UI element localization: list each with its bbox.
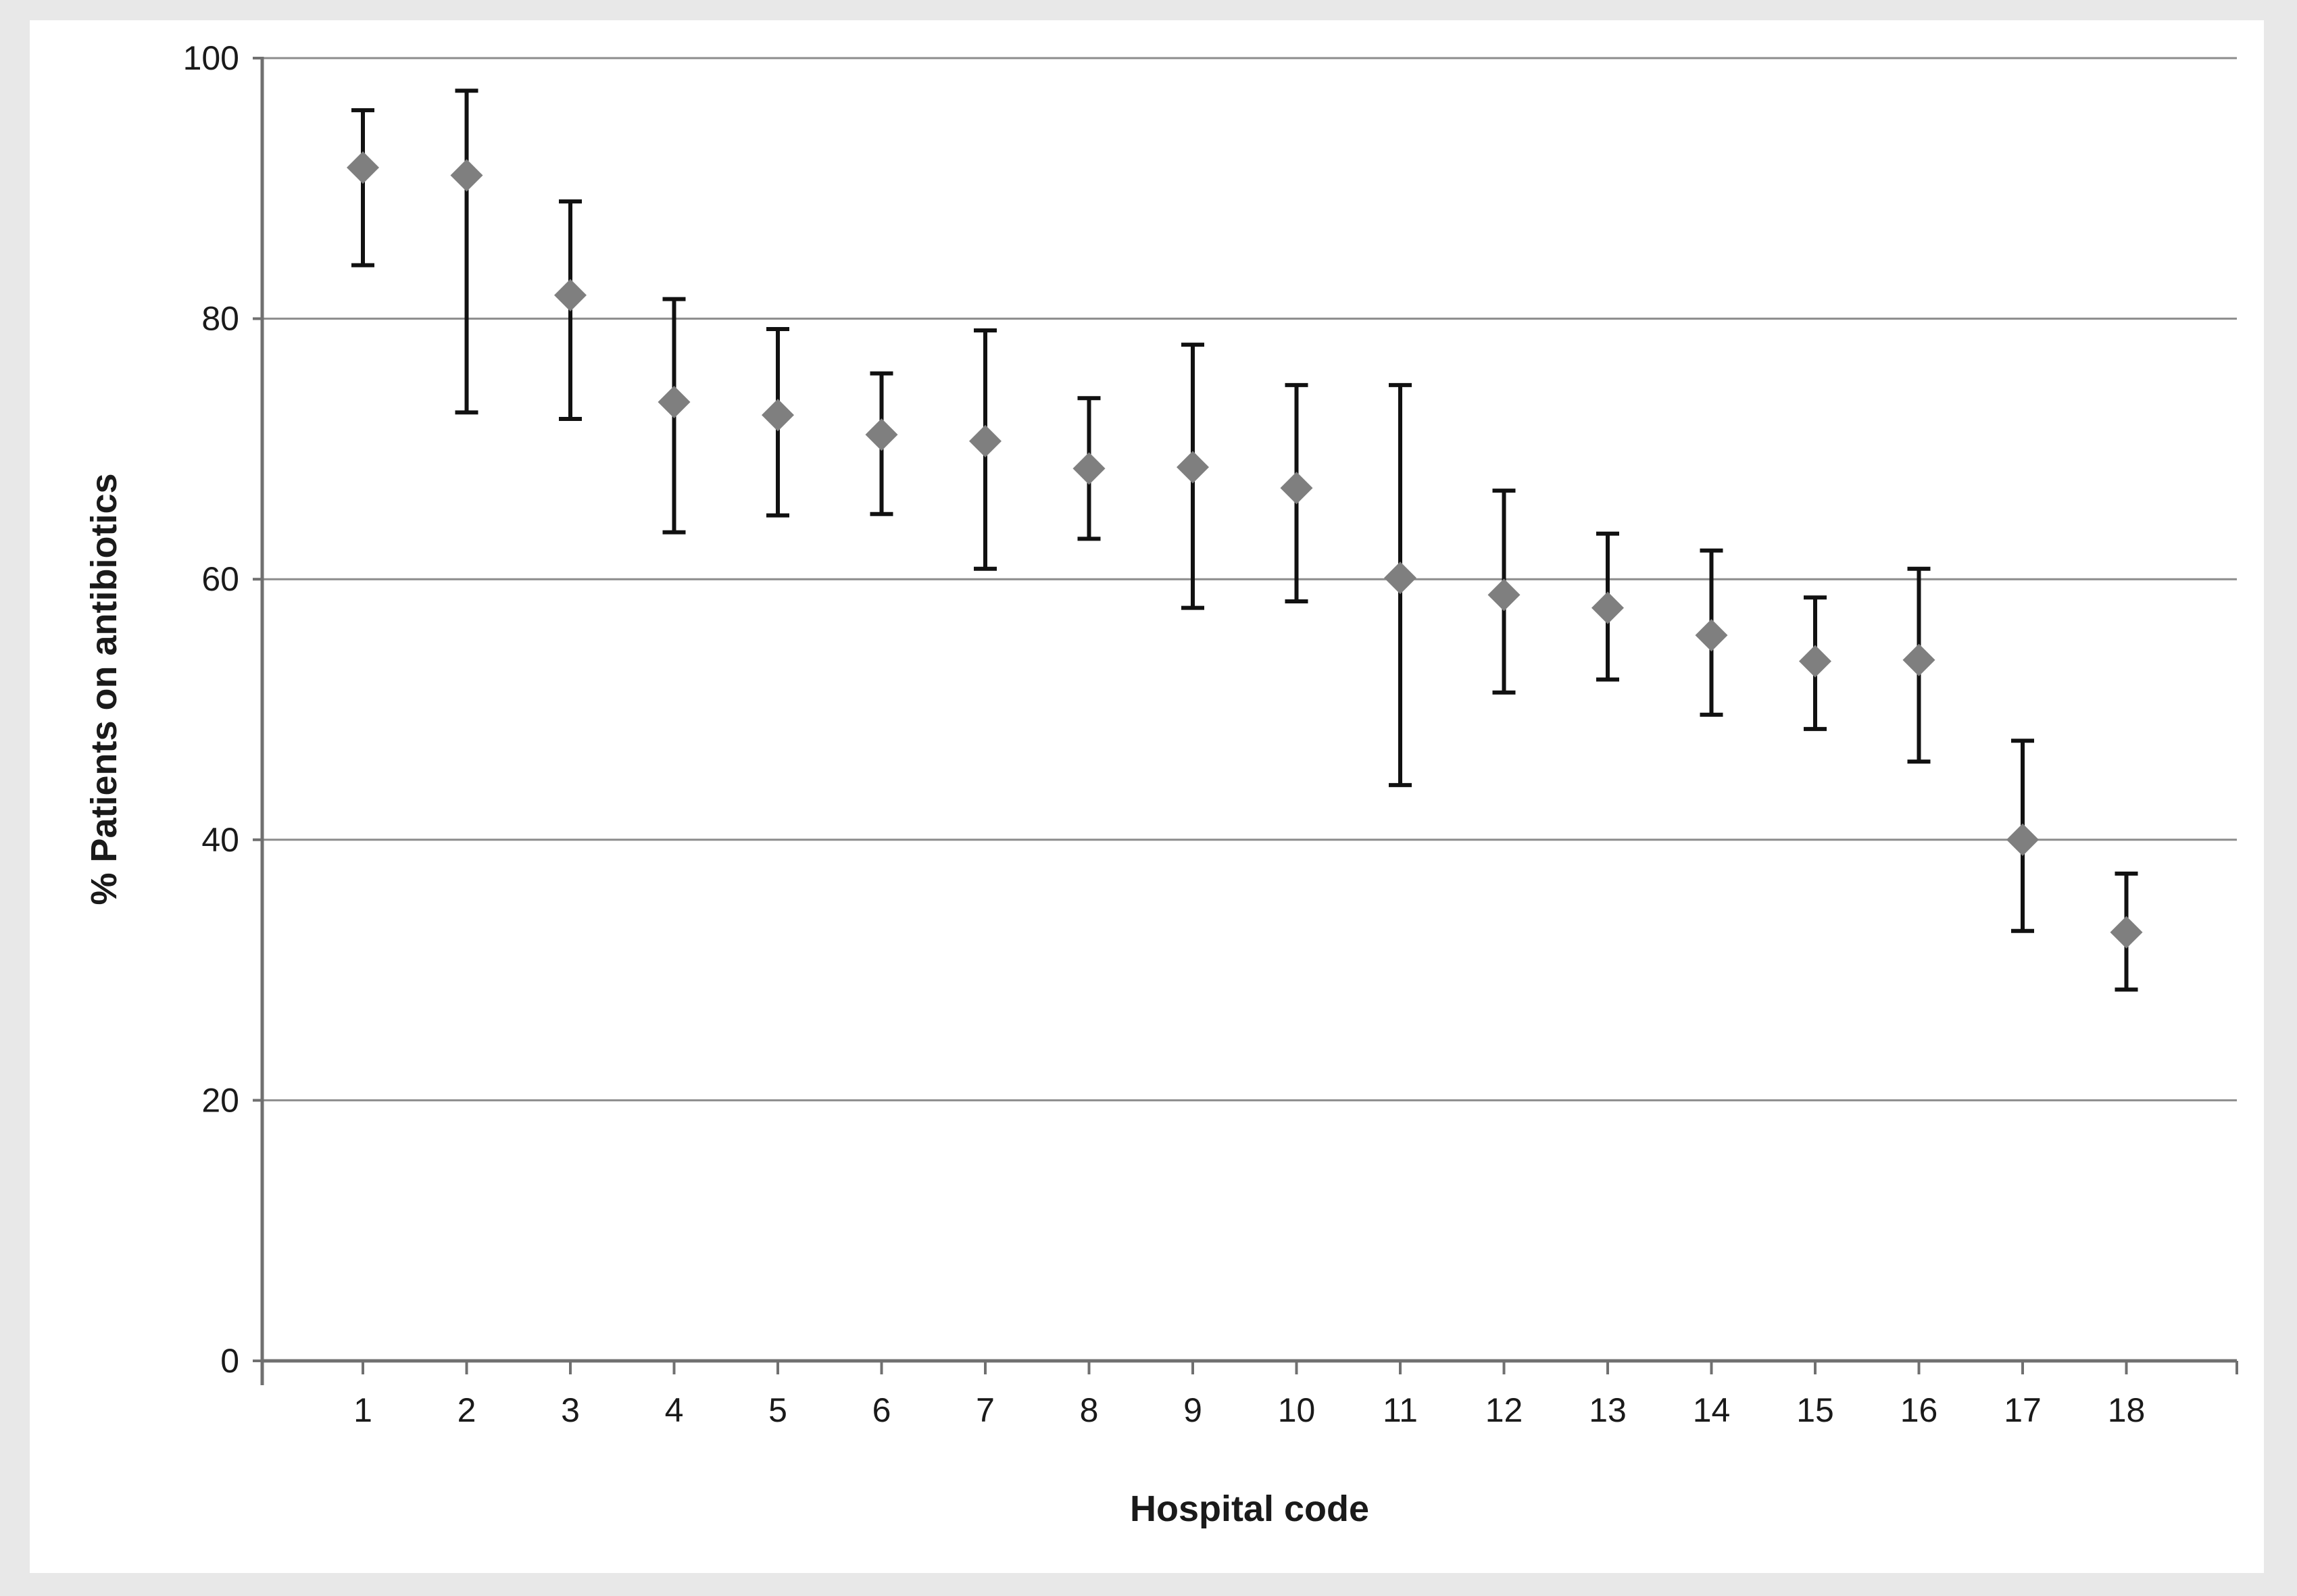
data-point-hospital-18 [2110, 916, 2143, 949]
x-tick-label-12: 12 [1485, 1391, 1523, 1429]
data-point-hospital-15 [1799, 645, 1831, 678]
x-tick-label-9: 9 [1183, 1391, 1202, 1429]
data-point-hospital-17 [2006, 823, 2039, 856]
error-bar-hospital-2 [455, 89, 478, 415]
x-tick-label-7: 7 [976, 1391, 995, 1429]
x-tick-label-17: 17 [2004, 1391, 2042, 1429]
x-tick-label-2: 2 [458, 1391, 476, 1429]
data-point-hospital-2 [450, 159, 483, 192]
data-point-hospital-14 [1695, 619, 1728, 652]
gridlines [262, 57, 2237, 1101]
data-point-hospital-7 [969, 424, 1002, 457]
error-bar-hospital-1 [351, 108, 374, 268]
x-tick-label-4: 4 [665, 1391, 684, 1429]
x-tick-labels: 1 2 3 4 5 6 7 8 9 10 11 12 13 14 15 16 17 18 [353, 1361, 2238, 1429]
y-tick-label-0: 0 [220, 1342, 239, 1380]
y-tick-label-100: 100 [183, 39, 239, 77]
x-axis-title: Hospital code [1130, 1489, 1369, 1529]
x-tick-label-16: 16 [1900, 1391, 1938, 1429]
y-tick-label-20: 20 [201, 1081, 239, 1119]
data-point-hospital-12 [1487, 578, 1521, 612]
y-tick-label-60: 60 [201, 560, 239, 598]
x-tick-label-1: 1 [353, 1391, 372, 1429]
axes [260, 57, 2237, 1385]
x-tick-label-15: 15 [1796, 1391, 1834, 1429]
x-tick-label-11: 11 [1383, 1391, 1418, 1429]
y-tick-label-40: 40 [201, 821, 239, 859]
x-tick-label-6: 6 [872, 1391, 891, 1429]
data-point-hospital-9 [1177, 451, 1209, 484]
x-tick-label-18: 18 [2108, 1391, 2146, 1429]
x-tick-label-14: 14 [1693, 1391, 1731, 1429]
data-point-hospital-13 [1591, 591, 1624, 624]
y-tick-label-80: 80 [201, 300, 239, 338]
data-point-hospital-4 [658, 385, 691, 418]
data-markers [347, 151, 2143, 949]
data-point-hospital-11 [1384, 562, 1416, 595]
y-tick-labels: 0 20 40 60 80 100 [183, 39, 262, 1380]
data-point-hospital-16 [1902, 643, 1935, 676]
data-point-hospital-3 [554, 278, 587, 311]
x-tick-label-8: 8 [1080, 1391, 1099, 1429]
y-axis-title: % Patients on antibiotics [84, 473, 124, 905]
x-tick-label-3: 3 [561, 1391, 580, 1429]
data-point-hospital-5 [762, 399, 794, 432]
data-point-hospital-10 [1280, 472, 1313, 505]
x-tick-label-10: 10 [1278, 1391, 1316, 1429]
data-point-hospital-1 [347, 151, 379, 184]
data-point-hospital-6 [865, 418, 898, 451]
data-point-hospital-8 [1072, 452, 1106, 485]
x-tick-label-5: 5 [768, 1391, 787, 1429]
x-tick-label-13: 13 [1589, 1391, 1627, 1429]
plot-area [30, 20, 2264, 1573]
